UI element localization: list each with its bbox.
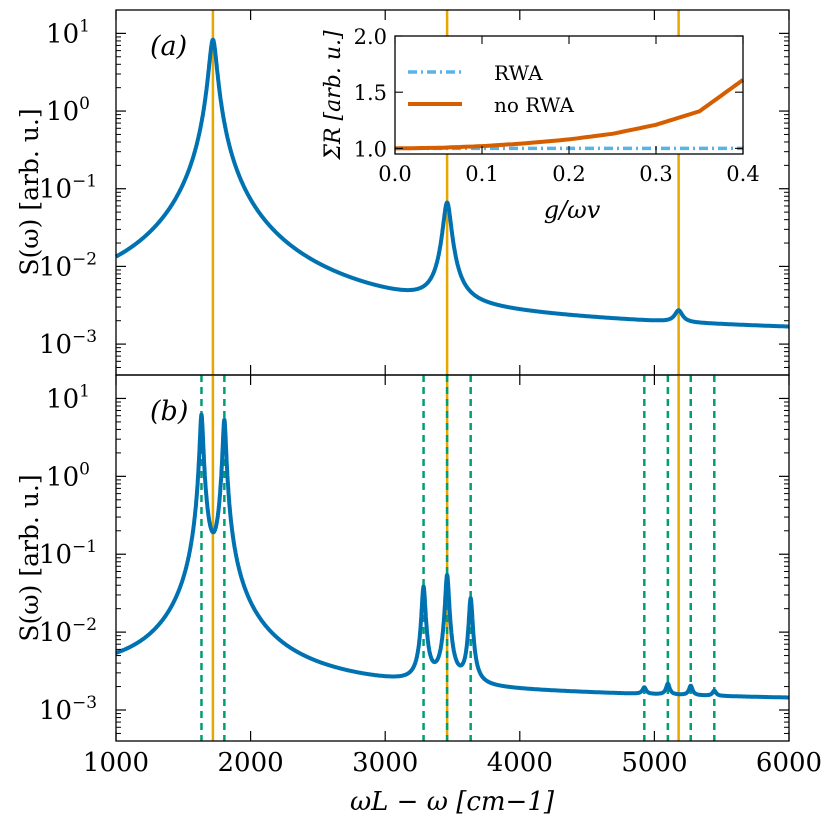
panel-a-ytick-label: 10−3 [39,327,97,360]
inset-series-norwa [394,78,745,151]
panel-b-ticks: 101 100 10−1 10−2 10−3 1000 2000 3000 4000 5000 60… [39,375,822,778]
inset-ticks: 0.0 0.1 0.2 0.3 0.4 1.0 1.5 2.0 [354,25,760,186]
panel-b-ylabel: S(ω) [arb. u.] [15,474,44,641]
panel-b-ytick-label: 100 [46,459,90,492]
panel-a-curve-group [114,37,791,329]
inset-xtick-label: 0.4 [726,162,759,186]
inset-frame [394,35,744,155]
legend-rwa-label: RWA [494,61,543,85]
panel-b-xtick-label: 1000 [83,748,149,778]
inset: 0.0 0.1 0.2 0.3 0.4 1.0 1.5 2.0 RWA no RWA ΣR [… [321,25,760,224]
panel-b-xtick-label: 4000 [487,748,553,778]
inset-ytick-label: 1.5 [354,81,387,105]
inset-ytick-label: 1.0 [354,137,387,161]
panel-a-ytick-label: 101 [46,16,90,49]
inset-xtick-label: 0.2 [552,162,585,186]
panel-b-label: (b) [150,396,188,427]
inset-ytick-label: 2.0 [354,25,387,49]
inset-legend: RWA no RWA [408,61,574,117]
panel-a-ylabel: S(ω) [arb. u.] [15,108,44,275]
panel-b-series-curve [114,412,791,700]
panel-a-label: (a) [150,31,187,62]
panel-a-ytick-label: 10−1 [39,172,97,205]
panel-a-ytick-label: 100 [46,94,90,127]
panel-b-xtick-label: 6000 [756,748,822,778]
panel-b: 101 100 10−1 10−2 10−3 1000 2000 3000 4000 5000 60… [15,374,822,817]
inset-xtick-label: 0.3 [639,162,672,186]
panel-b-ytick-label: 101 [46,381,90,414]
panel-b-xlabel: ωL − ω [cm−1] [350,787,555,817]
legend-norwa-label: no RWA [494,93,574,117]
panel-b-xtick-label: 3000 [352,748,418,778]
inset-xtick-label: 0.0 [378,162,411,186]
panel-b-ytick-label: 10−2 [39,615,97,648]
inset-xlabel: g/ωv [544,196,601,224]
panel-b-ytick-label: 10−1 [39,537,97,570]
panel-b-dashed-lines [200,375,716,741]
panel-b-ytick-label: 10−3 [39,693,97,726]
panel-b-frame [115,374,790,742]
panel-b-curve-group [114,412,791,700]
panel-a-series-curve [114,37,791,329]
panel-a-ytick-label: 10−2 [39,249,97,282]
panel-b-xtick-label: 2000 [218,748,284,778]
inset-background [395,36,743,154]
inset-ylabel: ΣR [arb. u.] [321,30,346,161]
inset-xtick-label: 0.1 [465,162,498,186]
panel-b-xtick-label: 5000 [621,748,687,778]
